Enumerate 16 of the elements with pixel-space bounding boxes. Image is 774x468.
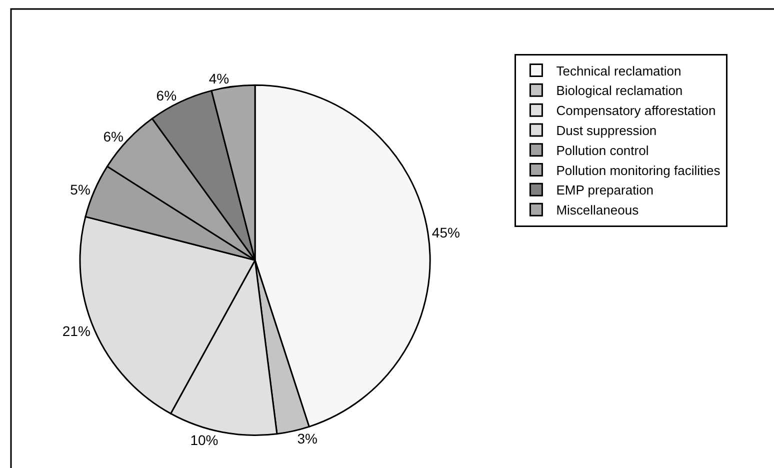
- data-label: 10%: [190, 432, 218, 448]
- legend-label: Pollution control: [556, 142, 649, 158]
- legend-label: Pollution monitoring facilities: [556, 162, 721, 178]
- data-label: 6%: [156, 87, 177, 104]
- legend-label: Technical reclamation: [556, 63, 682, 78]
- legend-label: Miscellaneous: [556, 202, 640, 218]
- data-label: 4%: [208, 70, 230, 87]
- data-label: 21%: [62, 322, 90, 339]
- data-label: 45%: [432, 224, 460, 241]
- data-label: 5%: [70, 181, 90, 198]
- data-label: 6%: [103, 128, 124, 145]
- legend-label: EMP preparation: [556, 182, 654, 198]
- data-label: 3%: [297, 430, 318, 447]
- legend-label: Dust suppression: [556, 123, 657, 138]
- legend-label: Compensatory afforestation: [556, 103, 716, 118]
- legend-label: Biological reclamation: [556, 83, 683, 98]
